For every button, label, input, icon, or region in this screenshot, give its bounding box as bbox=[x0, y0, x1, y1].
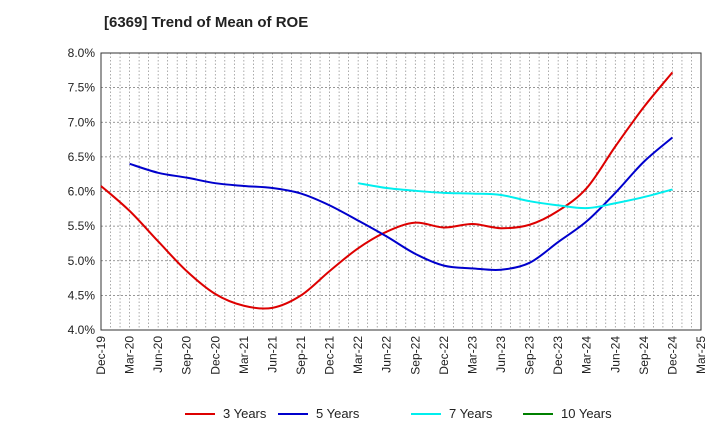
chart-title: [6369] Trend of Mean of ROE bbox=[104, 14, 309, 31]
x-tick-label: Mar-23 bbox=[465, 336, 479, 374]
x-tick-label: Jun-22 bbox=[380, 336, 394, 373]
x-tick-label: Jun-23 bbox=[494, 336, 508, 373]
y-tick-label: 7.0% bbox=[68, 115, 96, 129]
y-tick-label: 8.0% bbox=[68, 46, 96, 60]
x-tick-label: Sep-22 bbox=[408, 336, 422, 375]
x-tick-label: Mar-20 bbox=[123, 336, 137, 374]
y-tick-label: 6.0% bbox=[68, 185, 96, 199]
x-tick-label: Jun-20 bbox=[151, 336, 165, 373]
x-tick-label: Sep-24 bbox=[637, 336, 651, 375]
series-line-5-years bbox=[129, 136, 674, 272]
y-tick-label: 7.5% bbox=[68, 81, 96, 95]
x-tick-label: Sep-21 bbox=[294, 336, 308, 375]
y-tick-label: 5.5% bbox=[68, 219, 96, 233]
series-line-3-years bbox=[100, 71, 674, 310]
x-tick-label: Mar-24 bbox=[580, 336, 594, 374]
x-tick-label: Dec-21 bbox=[323, 336, 337, 375]
x-tick-label: Mar-22 bbox=[351, 336, 365, 374]
legend-label-7-years: 7 Years bbox=[449, 406, 493, 421]
y-tick-label: 4.5% bbox=[68, 288, 96, 302]
x-tick-label: Jun-24 bbox=[608, 336, 622, 373]
x-tick-label: Mar-25 bbox=[694, 336, 708, 374]
plot-frame bbox=[100, 52, 702, 331]
legend-label-3-years: 3 Years bbox=[223, 406, 267, 421]
x-tick-label: Jun-21 bbox=[265, 336, 279, 373]
y-tick-label: 4.0% bbox=[68, 323, 96, 337]
legend-label-5-years: 5 Years bbox=[316, 406, 360, 421]
x-tick-label: Sep-23 bbox=[523, 336, 537, 375]
x-tick-label: Dec-22 bbox=[437, 336, 451, 375]
x-tick-label: Dec-23 bbox=[551, 336, 565, 375]
x-tick-label: Dec-20 bbox=[208, 336, 222, 375]
legend-label-10-years: 10 Years bbox=[561, 406, 612, 421]
x-tick-label: Sep-20 bbox=[180, 336, 194, 375]
series-line-7-years bbox=[357, 182, 673, 210]
y-tick-label: 5.0% bbox=[68, 254, 96, 268]
x-tick-label: Mar-21 bbox=[237, 336, 251, 374]
x-tick-label: Dec-24 bbox=[665, 336, 679, 375]
x-tick-label: Dec-19 bbox=[94, 336, 108, 375]
y-tick-label: 6.5% bbox=[68, 150, 96, 164]
